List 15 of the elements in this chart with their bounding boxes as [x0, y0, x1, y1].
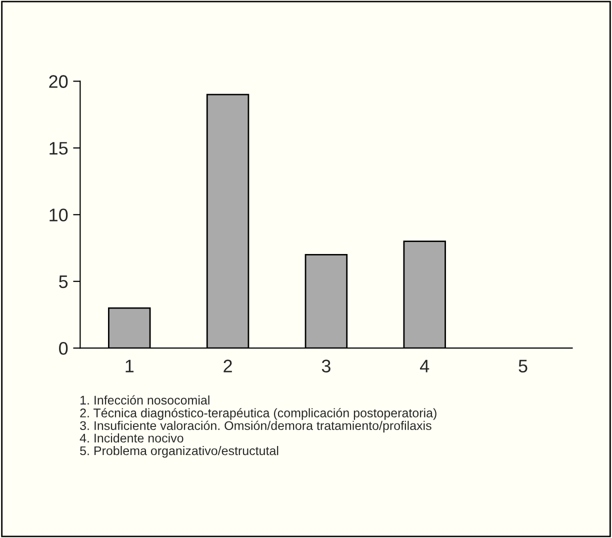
text: 3. Insuficiente valoración. Omsión/demora tratamiento/profilaxis	[80, 420, 432, 433]
x-tick-label: 3	[322, 360, 330, 372]
x-tick-label: 1	[126, 360, 134, 372]
x-tick-label: 2	[224, 360, 232, 372]
y-tick-label: 20	[49, 75, 68, 88]
y-tick-label: 5	[59, 275, 68, 288]
y-tick-label: 15	[50, 142, 68, 155]
x-tick-label: 5	[518, 360, 528, 372]
text: 5. Problema organizativo/estructutal	[80, 446, 278, 458]
text: 4. Incidente nocivo	[80, 433, 184, 443]
y-tick-label: 0	[59, 342, 68, 355]
x-tick-label: 4	[420, 360, 430, 372]
text: 1. Infección nosocomial	[80, 395, 210, 405]
text: 2. Técnica diagnóstico-terapéutica (complicación postoperatoria)	[80, 408, 436, 420]
y-tick-label: 10	[50, 208, 68, 222]
